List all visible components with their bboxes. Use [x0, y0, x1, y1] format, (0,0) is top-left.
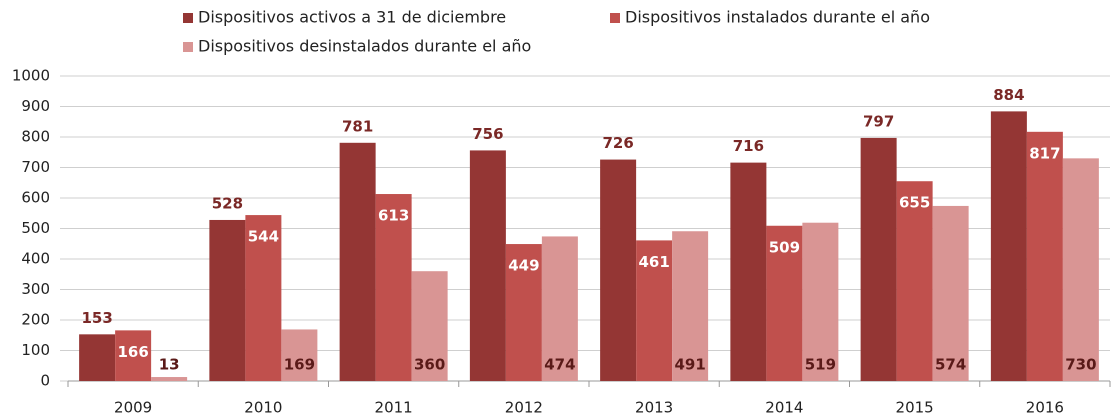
x-tick-label: 2014: [765, 399, 803, 417]
value-label: 169: [284, 356, 315, 374]
x-tick-label: 2012: [505, 399, 543, 417]
x-tick-label: 2016: [1026, 399, 1064, 417]
bar: [600, 159, 637, 381]
value-label: 13: [159, 356, 180, 374]
legend-label: Dispositivos instalados durante el año: [625, 8, 930, 27]
bar: [766, 225, 803, 381]
value-label: 474: [544, 356, 575, 374]
bar: [245, 215, 282, 381]
y-tick-label: 300: [21, 280, 50, 298]
bar: [505, 244, 542, 381]
value-label: 544: [248, 228, 279, 246]
value-label: 574: [935, 356, 966, 374]
value-label: 360: [414, 356, 445, 374]
value-label: 449: [508, 257, 539, 275]
value-label: 491: [674, 356, 705, 374]
value-label: 613: [378, 207, 409, 225]
y-tick-label: 100: [21, 341, 50, 359]
value-label: 781: [342, 117, 373, 135]
legend-label: Dispositivos activos a 31 de diciembre: [198, 8, 506, 27]
x-tick-label: 2009: [114, 399, 152, 417]
value-label: 884: [993, 86, 1024, 104]
bar: [802, 222, 839, 381]
value-label: 519: [805, 356, 836, 374]
y-tick-label: 600: [21, 189, 50, 207]
legend-label: Dispositivos desinstalados durante el añ…: [198, 37, 531, 56]
y-tick-label: 200: [21, 311, 50, 329]
bar: [79, 334, 116, 381]
x-tick-label: 2011: [375, 399, 413, 417]
value-label: 756: [472, 125, 503, 143]
bar: [375, 194, 412, 381]
value-label: 461: [638, 253, 669, 271]
bar: [115, 330, 152, 381]
value-label: 726: [602, 134, 633, 152]
value-label: 509: [769, 238, 800, 256]
bar: [151, 377, 188, 381]
bar: [636, 240, 673, 381]
bar: [209, 219, 246, 381]
value-label: 528: [212, 194, 243, 212]
legend-swatch: [610, 13, 620, 23]
value-label: 817: [1029, 144, 1060, 162]
bar: [860, 137, 897, 381]
value-label: 716: [733, 137, 764, 155]
y-tick-label: 700: [21, 158, 50, 176]
legend-swatch: [183, 42, 193, 52]
value-label: 797: [863, 112, 894, 130]
y-tick-label: 800: [21, 128, 50, 146]
bar: [896, 181, 933, 381]
y-tick-label: 0: [40, 372, 50, 390]
x-tick-label: 2010: [244, 399, 282, 417]
y-tick-label: 1000: [12, 67, 50, 85]
value-label: 166: [117, 343, 148, 361]
legend-swatch: [183, 13, 193, 23]
bar: [1026, 131, 1063, 381]
value-label: 730: [1065, 356, 1096, 374]
bar: [411, 271, 448, 381]
bar: [339, 142, 376, 381]
y-tick-label: 500: [21, 219, 50, 237]
bar: [469, 150, 506, 381]
bar: [730, 162, 767, 381]
y-tick-label: 400: [21, 250, 50, 268]
bar: [541, 236, 578, 381]
value-label: 153: [81, 309, 112, 327]
bar: [281, 329, 318, 381]
bar: [1062, 158, 1099, 381]
bar: [672, 231, 709, 381]
x-tick-label: 2013: [635, 399, 673, 417]
bar: [932, 205, 969, 381]
value-label: 655: [899, 194, 930, 212]
x-tick-label: 2015: [896, 399, 934, 417]
y-tick-label: 900: [21, 97, 50, 115]
bar: [990, 111, 1027, 381]
